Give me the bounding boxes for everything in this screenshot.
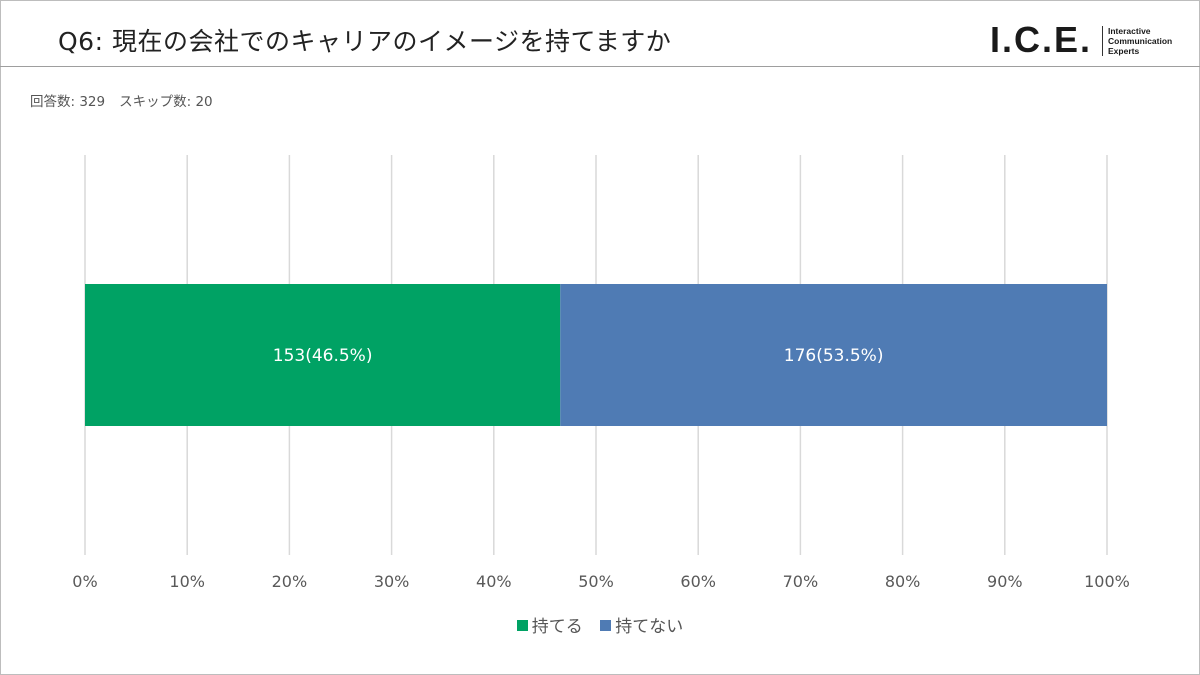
- bar-segment: [560, 284, 1107, 426]
- x-tick-label: 30%: [374, 572, 410, 591]
- x-tick-label: 70%: [783, 572, 819, 591]
- x-tick-label: 0%: [72, 572, 97, 591]
- x-tick-label: 10%: [169, 572, 205, 591]
- page-title: Q6: 現在の会社でのキャリアのイメージを持てますか: [58, 27, 672, 56]
- logo-tagline: Interactive Communication Experts: [1108, 26, 1172, 56]
- x-tick-label: 100%: [1084, 572, 1130, 591]
- x-tick-label: 80%: [885, 572, 921, 591]
- logo-tagline-line: Interactive: [1108, 26, 1151, 36]
- legend-label: 持てない: [615, 617, 684, 637]
- logo-divider: [1102, 26, 1103, 56]
- header-divider: [0, 66, 1200, 67]
- legend-swatch: [600, 620, 612, 631]
- legend-item: 持てない: [600, 612, 683, 637]
- x-tick-label: 20%: [272, 572, 308, 591]
- x-tick-label: 60%: [680, 572, 716, 591]
- response-count: 回答数: 329: [30, 94, 106, 110]
- bar-segment: [85, 284, 561, 426]
- slide-header: Q6: 現在の会社でのキャリアのイメージを持てますか I.C.E. Intera…: [0, 0, 1200, 66]
- x-tick-label: 50%: [578, 572, 614, 591]
- legend-item: 持てる: [516, 612, 583, 637]
- legend-label: 持てる: [531, 617, 583, 637]
- skip-count: スキップ数: 20: [119, 94, 213, 110]
- legend-swatch: [516, 620, 528, 631]
- logo-tagline-line: Experts: [1108, 46, 1140, 56]
- response-summary: 回答数: 329 スキップ数: 20: [30, 90, 227, 110]
- logo-mark: I.C.E.: [990, 19, 1093, 60]
- chart-legend: 持てる 持てない: [0, 612, 1200, 637]
- logo-tagline-line: Communication: [1108, 36, 1173, 46]
- data-label: 153(46.5%): [273, 346, 373, 366]
- x-tick-label: 90%: [987, 572, 1023, 591]
- x-tick-label: 40%: [476, 572, 512, 591]
- data-label: 176(53.5%): [784, 346, 884, 366]
